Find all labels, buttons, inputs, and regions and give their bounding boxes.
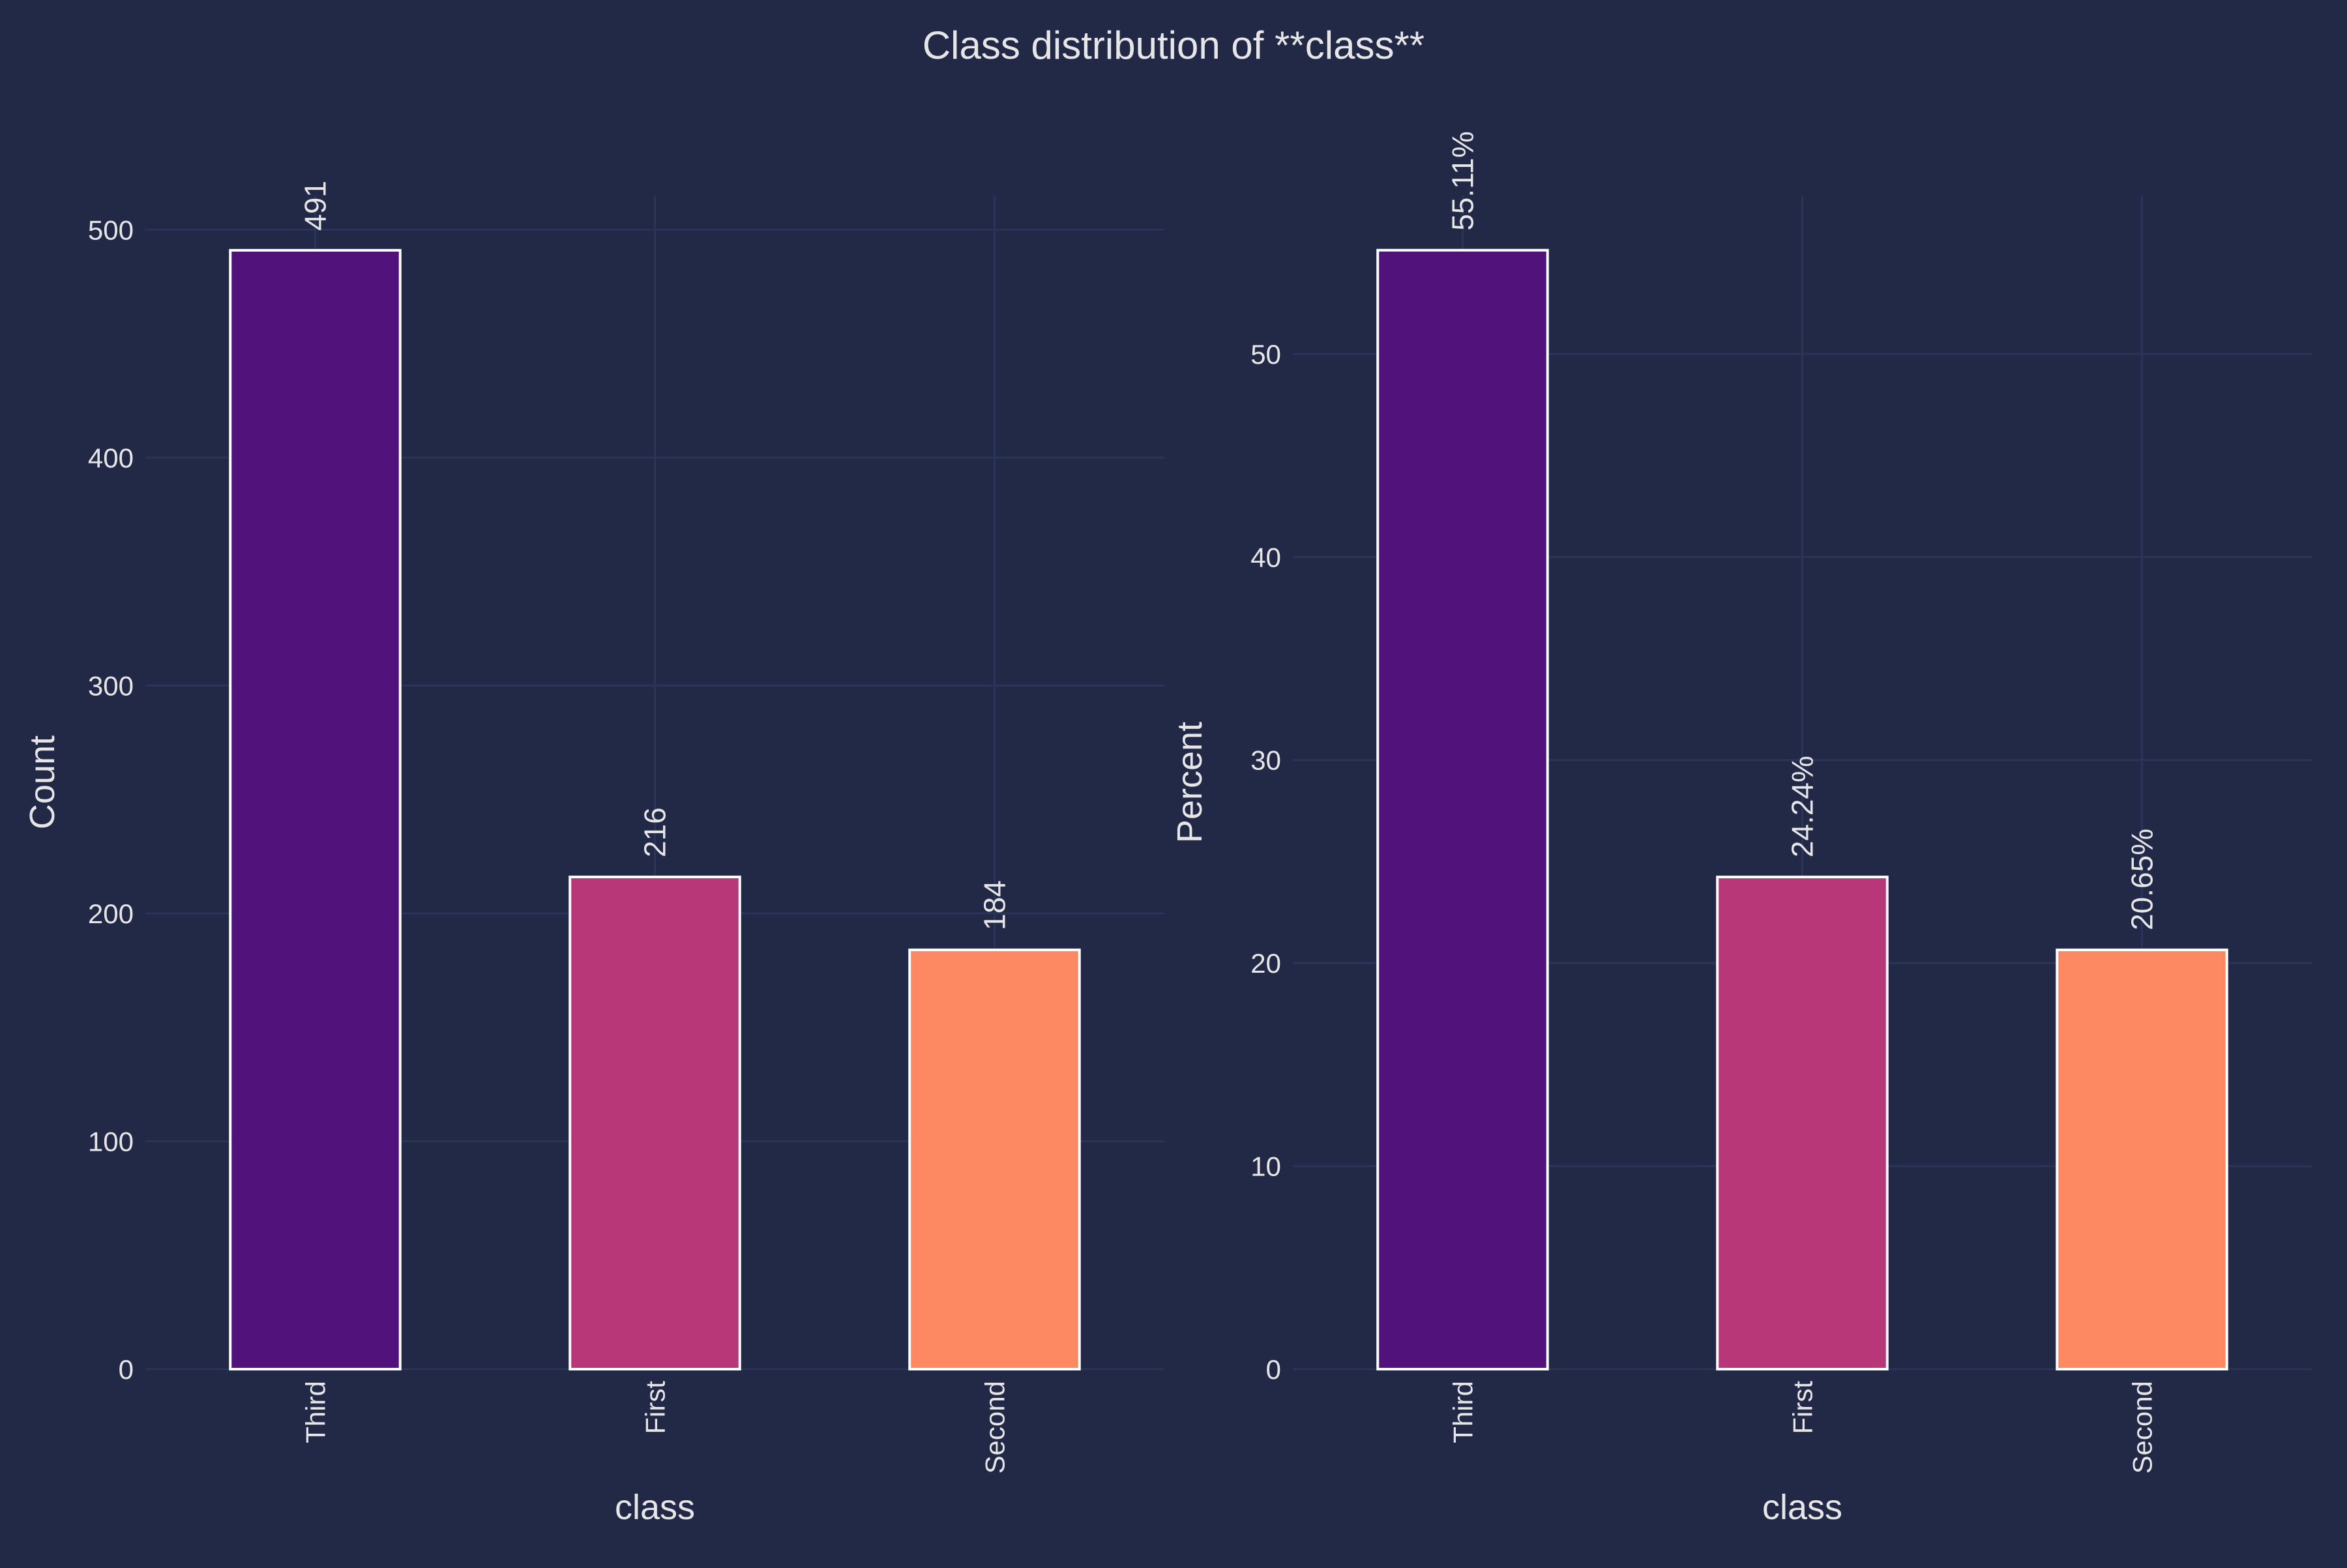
y-tick-label: 10 <box>1250 1151 1281 1182</box>
x-tick-label: Third <box>301 1381 331 1443</box>
y-tick-label: 30 <box>1250 745 1281 776</box>
y-tick-label: 20 <box>1250 948 1281 979</box>
y-tick-label: 0 <box>1266 1354 1281 1385</box>
x-tick-label: Second <box>980 1381 1011 1473</box>
y-tick-label: 500 <box>88 214 134 245</box>
x-tick-label: First <box>1788 1381 1818 1434</box>
bar-second <box>908 948 1081 1370</box>
bar-third <box>229 248 402 1370</box>
data-label: 184 <box>978 880 1012 930</box>
x-axis-label: class <box>615 1488 695 1527</box>
data-label: 20.65% <box>2125 829 2159 930</box>
y-tick-label: 300 <box>88 670 134 701</box>
x-tick-label: Second <box>2127 1381 2158 1473</box>
data-label: 216 <box>638 807 672 857</box>
data-label: 24.24% <box>1786 756 1820 857</box>
y-axis-label: Count <box>23 735 62 829</box>
percent-subplot: 0 10 20 30 40 50 55.11% 24.24% 20.65% Third First S… <box>1170 131 2312 1527</box>
y-tick-label: 40 <box>1250 542 1281 572</box>
data-label: 491 <box>299 181 332 231</box>
x-axis-label: class <box>1762 1488 1842 1527</box>
bar-first <box>568 876 741 1371</box>
y-tick-label: 50 <box>1250 339 1281 370</box>
y-tick-label: 400 <box>88 443 134 473</box>
y-tick-label: 200 <box>88 898 134 929</box>
y-tick-label: 100 <box>88 1126 134 1157</box>
bar-third <box>1376 248 1549 1371</box>
bar-first <box>1716 876 1889 1370</box>
y-tick-label: 0 <box>119 1354 134 1385</box>
x-tick-label: Third <box>1448 1381 1479 1443</box>
x-tick-label: First <box>640 1381 671 1434</box>
data-label: 55.11% <box>1446 131 1480 231</box>
y-axis-label: Percent <box>1170 722 1209 843</box>
chart-title: Class distribution of **class** <box>923 23 1424 67</box>
count-subplot: 0 100 200 300 400 500 491 216 184 Third First Secon… <box>23 181 1164 1527</box>
bar-second <box>2056 948 2228 1370</box>
